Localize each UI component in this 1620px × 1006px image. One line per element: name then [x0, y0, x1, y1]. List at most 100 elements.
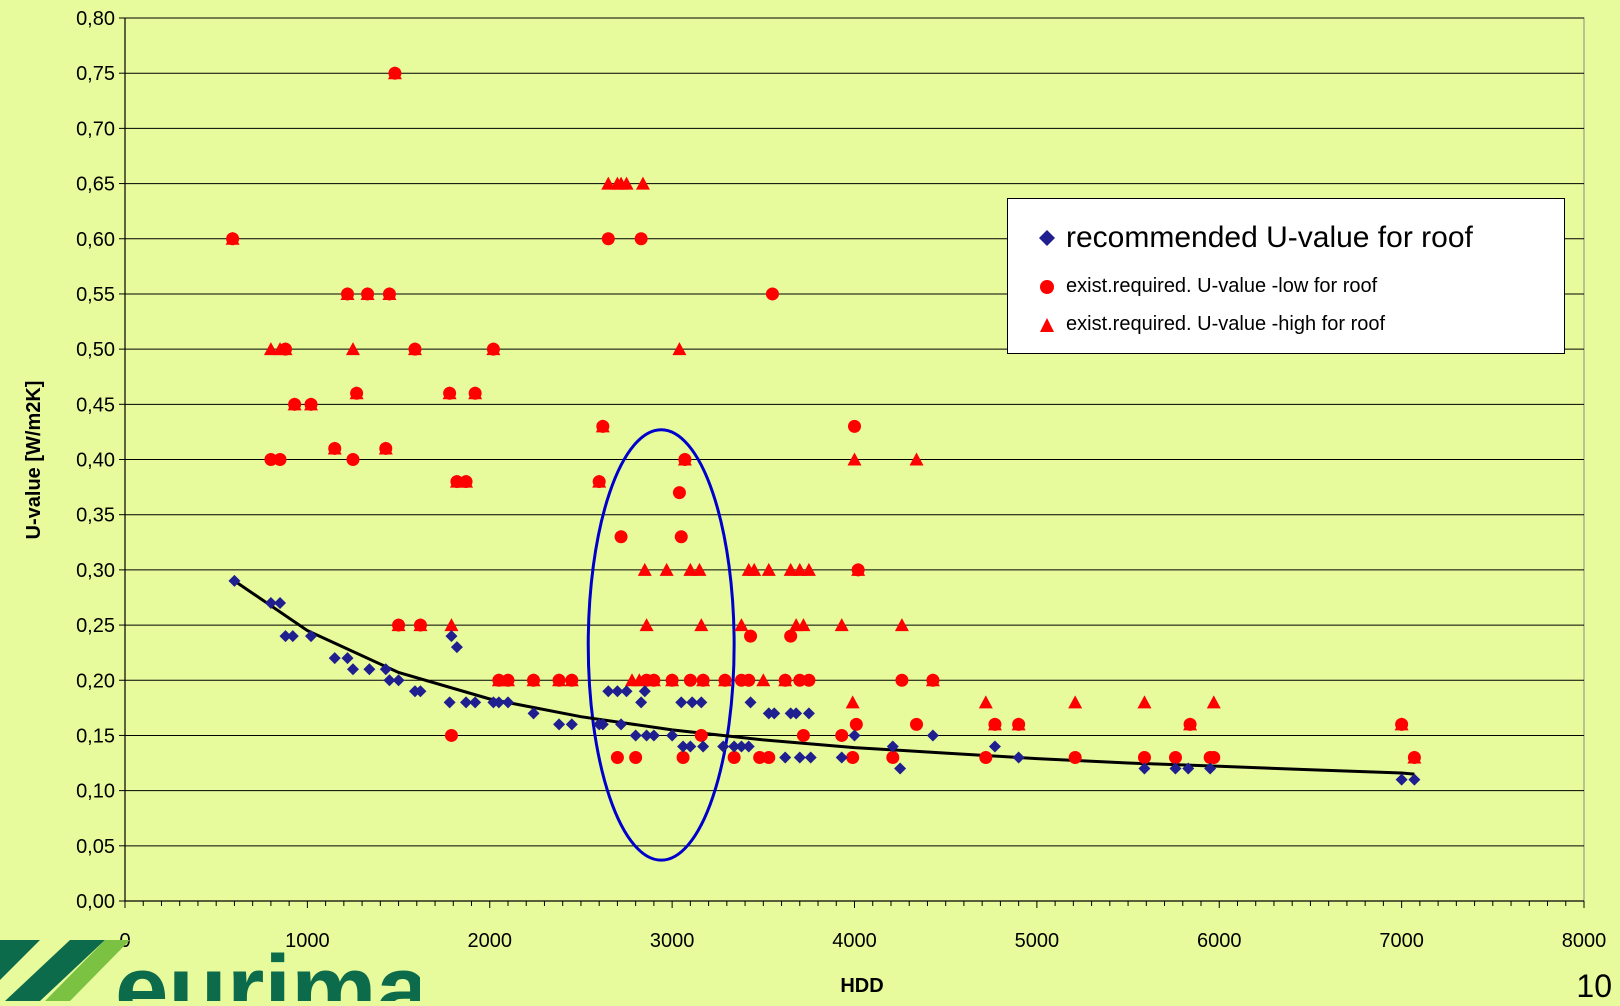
point-high	[694, 618, 709, 632]
point-recommended	[228, 574, 241, 587]
point-high	[718, 673, 733, 687]
point-high	[761, 562, 776, 576]
legend-label: exist.required. U-value -low for roof	[1066, 275, 1378, 297]
point-high	[263, 342, 278, 356]
point-recommended	[717, 740, 730, 753]
point-recommended	[286, 630, 299, 643]
point-low	[886, 751, 900, 765]
point-low	[762, 751, 776, 765]
point-recommended	[735, 740, 748, 753]
point-low	[849, 717, 863, 731]
point-recommended	[779, 751, 792, 764]
y-tick-label: 0,50	[76, 339, 115, 361]
point-low	[979, 751, 993, 765]
point-recommended	[527, 707, 540, 720]
point-low	[346, 453, 360, 466]
point-recommended	[742, 740, 755, 753]
point-low	[672, 486, 686, 500]
point-recommended	[1395, 773, 1408, 786]
point-high	[637, 562, 652, 576]
point-recommended	[894, 762, 907, 775]
point-low	[610, 751, 624, 765]
legend-label: exist.required. U-value -high for roof	[1066, 313, 1386, 335]
point-low	[784, 629, 798, 643]
point-low	[694, 728, 708, 742]
x-tick-label: 8000	[1562, 930, 1607, 952]
y-tick-label: 0,60	[76, 229, 115, 251]
point-low	[848, 419, 861, 433]
point-recommended	[988, 740, 1001, 753]
eurima-logo: eurima	[0, 936, 430, 1006]
y-tick-label: 0,80	[76, 8, 115, 30]
point-low	[1207, 751, 1221, 765]
point-recommended	[596, 718, 609, 731]
point-recommended	[445, 630, 458, 643]
legend: recommended U-value for roof exist.requi…	[1007, 198, 1565, 354]
point-high	[526, 673, 541, 687]
point-recommended	[744, 696, 757, 709]
point-recommended	[305, 630, 318, 643]
point-high	[756, 673, 771, 687]
y-tick-label: 0,25	[76, 615, 115, 637]
point-low	[802, 673, 816, 687]
point-recommended	[379, 663, 392, 676]
point-recommended	[647, 729, 660, 742]
point-high	[1407, 750, 1422, 764]
point-recommended	[666, 729, 679, 742]
point-high	[834, 618, 849, 632]
point-high	[692, 562, 707, 576]
point-recommended	[886, 740, 899, 753]
point-high	[1206, 695, 1221, 709]
y-tick-label: 0,10	[76, 781, 115, 803]
point-high	[847, 452, 862, 466]
point-recommended	[848, 729, 861, 742]
point-high	[564, 673, 579, 687]
point-low	[1168, 751, 1182, 765]
point-low	[753, 751, 767, 765]
point-high	[1137, 695, 1152, 709]
point-recommended	[1169, 762, 1182, 775]
x-tick-label: 3000	[650, 930, 695, 952]
point-recommended	[392, 674, 405, 687]
y-tick-labels: 0,00 0,05 0,10 0,15 0,20 0,25 0,30 0,35 0,40 0,45…	[76, 8, 115, 913]
point-recommended	[279, 630, 292, 643]
point-low	[846, 751, 860, 765]
point-low	[895, 673, 909, 687]
point-low	[629, 751, 643, 765]
point-low	[910, 717, 924, 731]
point-recommended	[926, 729, 939, 742]
point-recommended	[553, 718, 566, 731]
point-recommended	[728, 740, 741, 753]
point-recommended	[450, 641, 463, 654]
point-high	[407, 342, 422, 356]
y-tick-label: 0,55	[76, 284, 115, 306]
legend-item-recommended: recommended U-value for roof	[1036, 221, 1473, 255]
page-number: 10	[1576, 968, 1612, 1004]
point-high	[639, 618, 654, 632]
point-high	[783, 562, 798, 576]
point-high	[349, 386, 364, 400]
x-tick-label: 4000	[832, 930, 877, 952]
point-high	[345, 342, 360, 356]
point-high	[592, 474, 607, 488]
point-recommended	[768, 707, 781, 720]
highlight-ellipse	[586, 428, 736, 862]
point-high	[444, 618, 459, 632]
point-recommended	[328, 652, 341, 665]
point-low	[727, 751, 741, 765]
point-recommended	[620, 685, 633, 698]
point-recommended	[804, 751, 817, 764]
point-high	[442, 386, 457, 400]
point-high	[491, 673, 506, 687]
y-tick-label: 0,30	[76, 560, 115, 582]
point-high	[978, 695, 993, 709]
point-high	[665, 673, 680, 687]
point-recommended	[835, 751, 848, 764]
point-low	[634, 232, 648, 246]
point-high	[646, 673, 661, 687]
point-recommended	[686, 696, 699, 709]
y-tick-label: 0,75	[76, 63, 115, 85]
y-tick-label: 0,70	[76, 118, 115, 140]
point-high	[552, 673, 567, 687]
point-high	[801, 562, 816, 576]
